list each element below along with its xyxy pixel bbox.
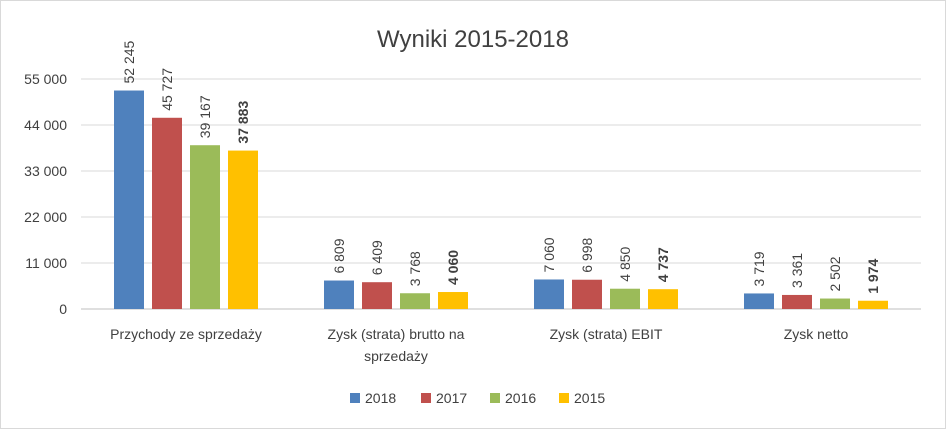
data-labels: 52 245 6 809 7 060 3 719 45 727 6 409 6 998 3 3… bbox=[121, 40, 881, 293]
bar-2017-2 bbox=[572, 279, 602, 309]
bar-2017-0 bbox=[152, 117, 182, 309]
category-label: Zysk (strata) EBIT bbox=[550, 326, 663, 342]
data-label: 2 502 bbox=[827, 256, 843, 291]
legend-swatch-2016 bbox=[490, 393, 500, 403]
data-label: 7 060 bbox=[541, 237, 557, 272]
data-label: 6 998 bbox=[579, 237, 595, 272]
bar-2018-0 bbox=[114, 90, 144, 310]
category-label: Zysk (strata) brutto na bbox=[328, 326, 465, 342]
legend-swatch-2018 bbox=[350, 393, 360, 403]
category-labels: Przychody ze sprzedaży Zysk (strata) brut… bbox=[110, 326, 848, 364]
legend-label: 2015 bbox=[574, 390, 605, 406]
y-tick-label: 22 000 bbox=[24, 209, 67, 225]
data-label: 4 850 bbox=[617, 246, 633, 281]
bars bbox=[114, 90, 888, 310]
data-label: 4 737 bbox=[655, 247, 671, 282]
y-tick-label: 55 000 bbox=[24, 71, 67, 87]
bar-2017-3 bbox=[782, 294, 812, 309]
data-label: 52 245 bbox=[121, 40, 137, 83]
bar-2016-0 bbox=[190, 145, 220, 309]
data-label: 37 883 bbox=[235, 101, 251, 144]
bar-2018-2 bbox=[534, 279, 564, 309]
bar-2018-3 bbox=[744, 293, 774, 309]
y-tick-label: 11 000 bbox=[25, 255, 67, 271]
gridlines bbox=[81, 78, 921, 310]
bar-2015-0 bbox=[228, 150, 258, 309]
legend-label: 2018 bbox=[365, 390, 396, 406]
data-label: 1 974 bbox=[865, 258, 881, 293]
bar-2015-3 bbox=[858, 300, 888, 309]
y-axis-ticks: 0 11 000 22 000 33 000 44 000 55 000 bbox=[24, 71, 67, 317]
data-label: 45 727 bbox=[159, 68, 175, 111]
bar-2016-1 bbox=[400, 293, 430, 309]
y-tick-label: 33 000 bbox=[24, 163, 67, 179]
bar-2018-1 bbox=[324, 280, 354, 309]
bar-2015-2 bbox=[648, 289, 678, 309]
bar-2016-2 bbox=[610, 288, 640, 309]
category-label: sprzedaży bbox=[364, 348, 428, 364]
data-label: 6 809 bbox=[331, 238, 347, 273]
data-label: 39 167 bbox=[197, 95, 213, 138]
legend: 2018 2017 2016 2015 bbox=[350, 390, 605, 406]
legend-label: 2017 bbox=[436, 390, 467, 406]
data-label: 6 409 bbox=[369, 240, 385, 275]
data-label: 3 768 bbox=[407, 251, 423, 286]
y-tick-label: 44 000 bbox=[24, 117, 67, 133]
legend-label: 2016 bbox=[505, 390, 536, 406]
legend-swatch-2015 bbox=[559, 393, 569, 403]
y-tick-label: 0 bbox=[59, 301, 67, 317]
bar-2016-3 bbox=[820, 298, 850, 309]
bar-2015-1 bbox=[438, 292, 468, 309]
legend-swatch-2017 bbox=[421, 393, 431, 403]
data-label: 3 719 bbox=[751, 251, 767, 286]
category-label: Przychody ze sprzedaży bbox=[110, 326, 262, 342]
bar-2017-1 bbox=[362, 282, 392, 309]
chart-title: Wyniki 2015-2018 bbox=[377, 26, 569, 53]
data-label: 4 060 bbox=[445, 250, 461, 285]
data-label: 3 361 bbox=[789, 253, 805, 288]
category-label: Zysk netto bbox=[784, 326, 849, 342]
